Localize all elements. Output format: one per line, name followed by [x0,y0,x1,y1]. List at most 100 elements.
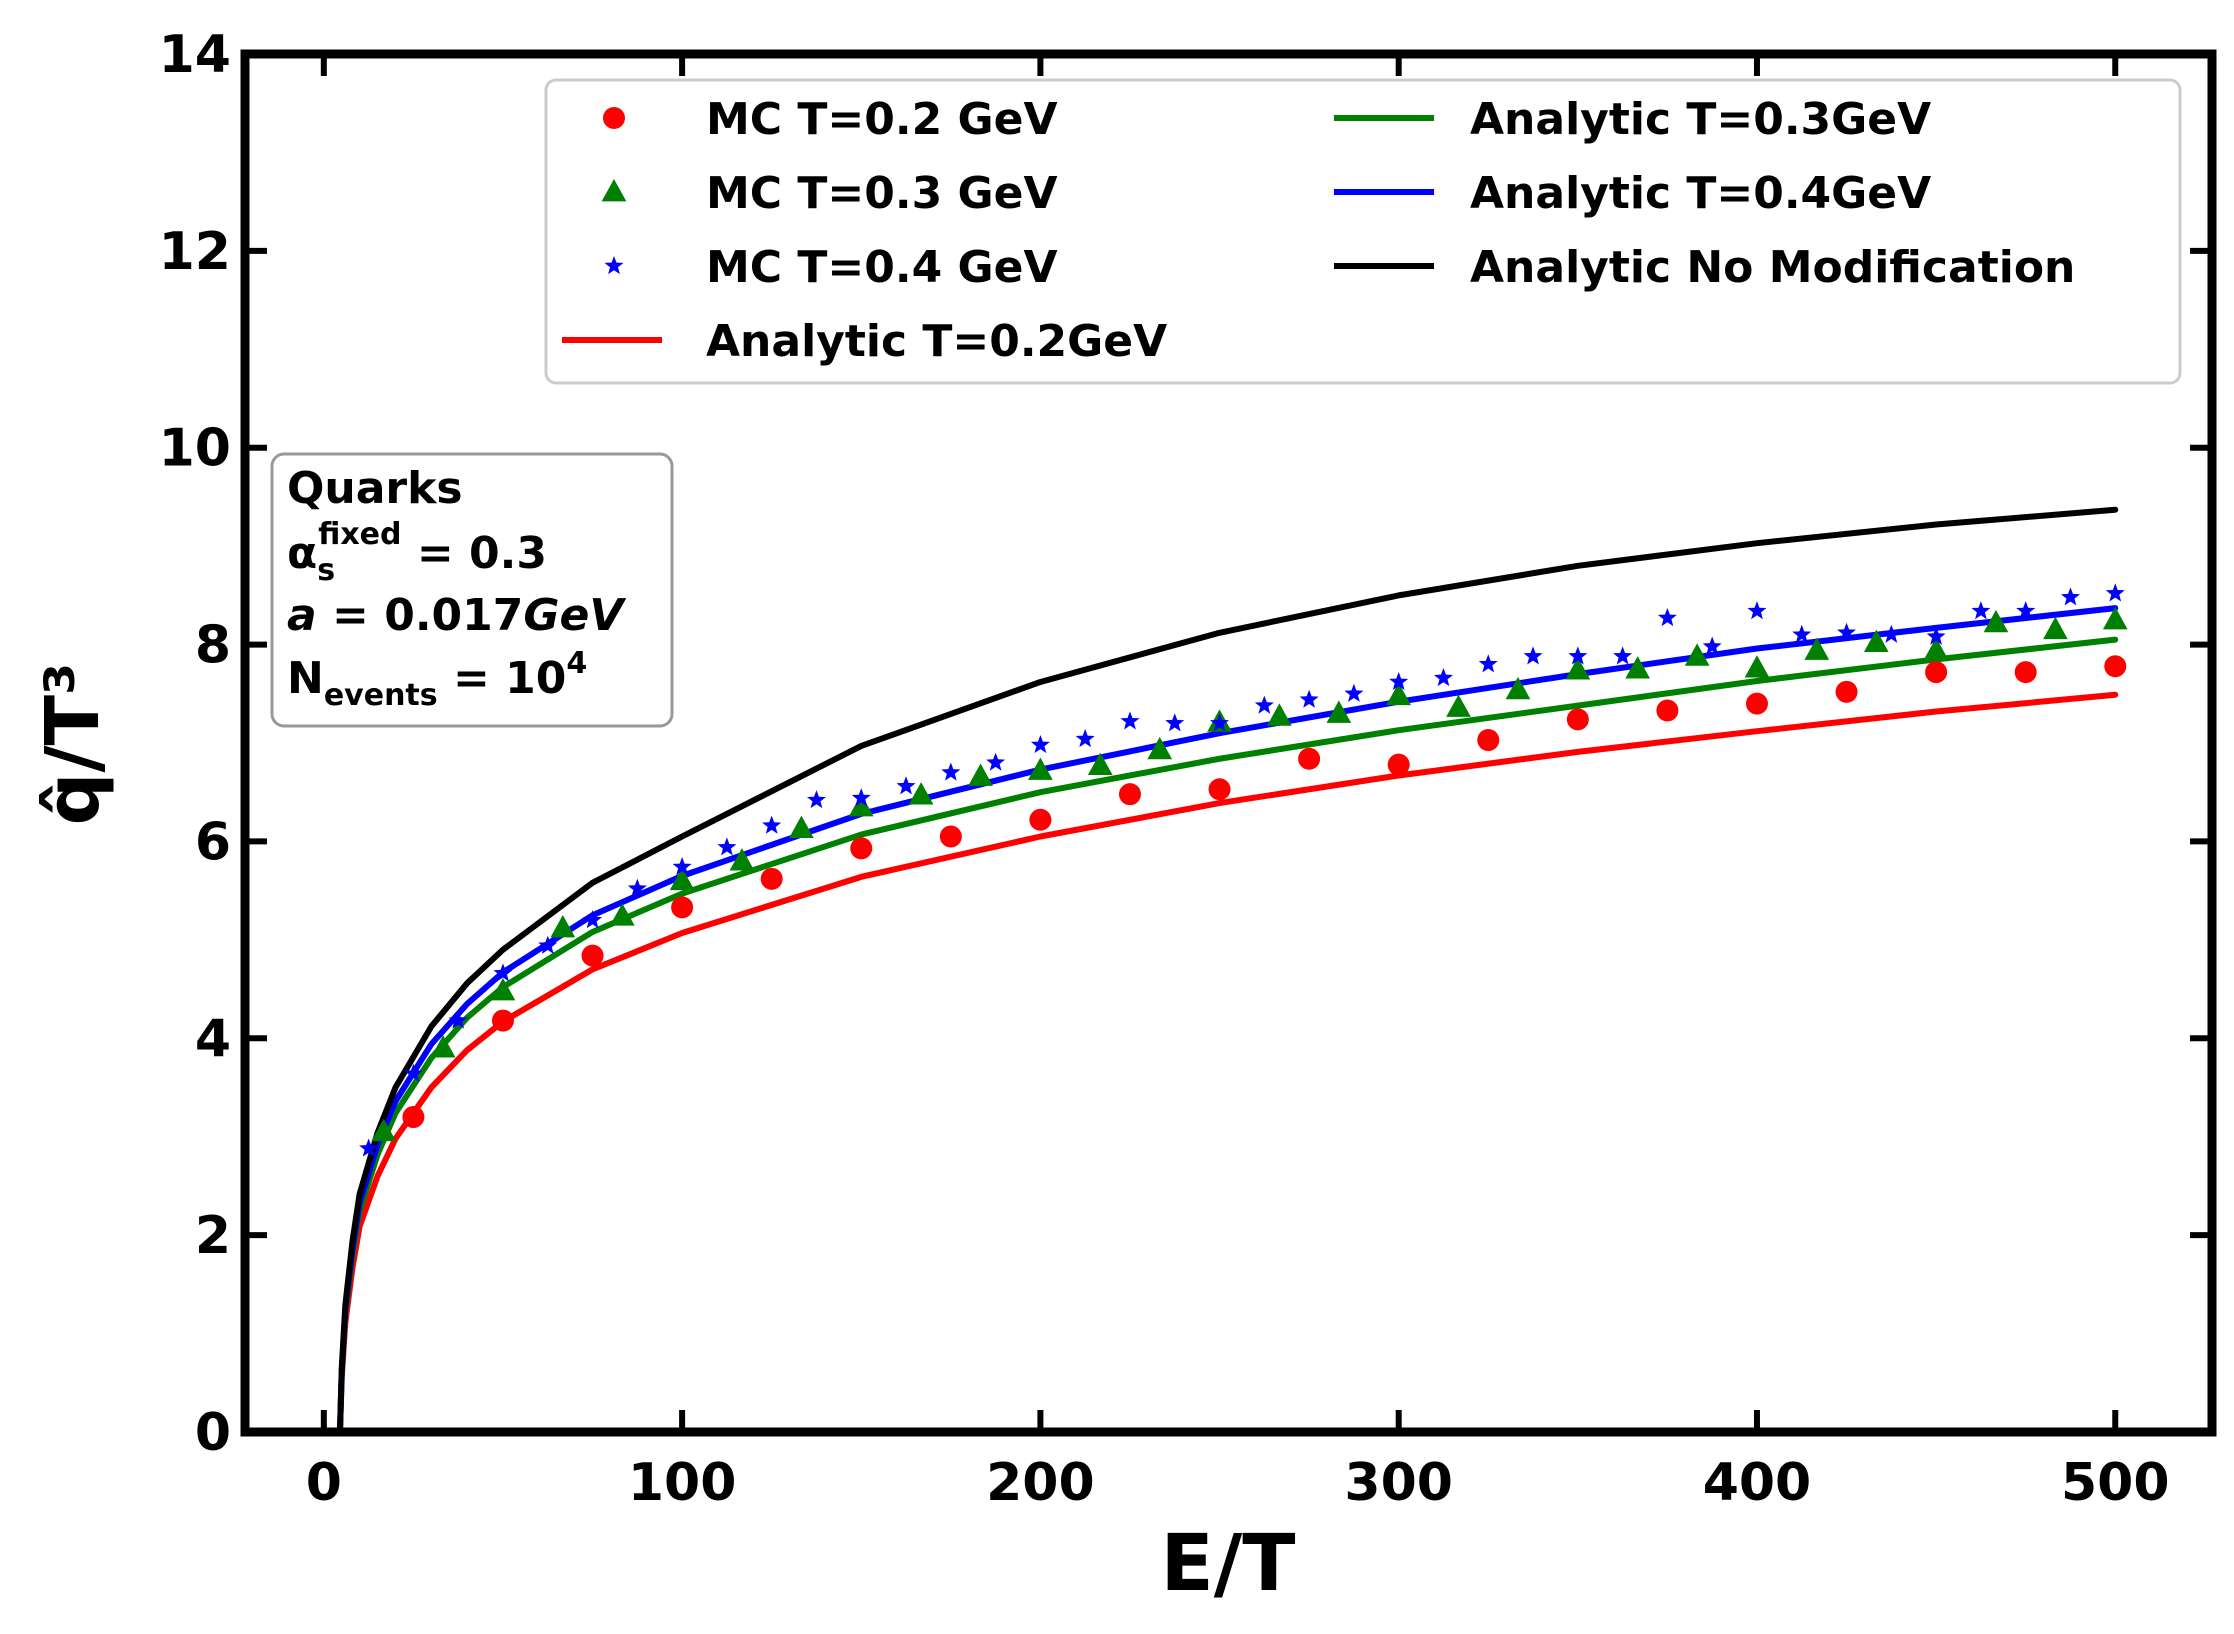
y-tick-label: 14 [159,25,231,85]
data-point-star [672,857,692,876]
legend-label: Analytic T=0.3GeV [1470,94,1931,145]
info-line-events: Nevents = 104 [287,646,587,713]
data-point-triangle [669,867,695,891]
legend-item-analytic-t-0-4gev: Analytic T=0.4GeV [1334,168,1931,219]
data-point-triangle [609,903,635,926]
legend-marker-swatch [603,107,625,129]
legend-item-mc-t-0-2-gev: MC T=0.2 GeV [603,94,1058,145]
data-point-circle [1566,708,1589,731]
info-box-frame [270,452,674,728]
data-point-circle [581,944,604,967]
data-point-circle [2014,661,2037,684]
data-point-triangle [1386,682,1412,706]
data-point-triangle [848,793,874,817]
data-point-star [1881,624,1901,643]
data-point-triangle [1028,757,1053,780]
legend-label: Analytic T=0.4GeV [1470,168,1931,219]
data-point-circle [1925,661,1948,684]
legend-item-analytic-t-0-3gev: Analytic T=0.3GeV [1334,94,1931,145]
data-point-circle [1208,778,1231,801]
data-point-star [538,935,558,954]
x-tick-label: 200 [986,1453,1095,1513]
info-line-a: a = 0.017GeV [287,590,626,641]
series-mc-t-0-2-gev [402,655,2127,1129]
data-point-circle [1477,729,1500,752]
data-point-triangle [2043,616,2068,640]
axis-tick-labels: 0 100 200 300 400 500 0 2 4 6 8 10 12 14 [159,25,2170,1513]
data-point-triangle [430,1035,456,1058]
y-tick-label: 4 [195,1009,231,1069]
data-point-star [1254,695,1274,714]
line-analytic-no-modification [336,506,2119,1435]
x-tick-label: 400 [1703,1453,1812,1513]
data-point-triangle [1565,657,1591,680]
data-point-star [851,788,871,807]
legend-frame [544,78,2182,385]
x-tick-label: 0 [306,1453,342,1513]
legend-item-analytic-t-0-2gev: Analytic T=0.2GeV [562,316,1167,367]
data-point-triangle [1923,637,1949,660]
data-point-triangle [789,815,814,838]
data-point-circle [1298,747,1321,770]
data-point-triangle [1983,609,2009,633]
data-point-star [1837,622,1857,641]
data-point-triangle [371,1118,397,1142]
data-point-circle [1656,699,1679,722]
axis-ticks [245,51,2212,1435]
x-tick-label: 500 [2061,1453,2170,1513]
data-point-triangle [908,782,934,805]
data-point-circle [671,896,694,919]
data-point-triangle [1087,752,1113,775]
data-point-triangle [2102,606,2128,630]
data-point-star [1792,624,1812,643]
legend-item-mc-t-0-4-gev: MC T=0.4 GeV [604,242,1058,293]
data-point-star [1120,711,1140,730]
data-point-star [717,837,737,856]
data-point-star [1389,671,1409,691]
data-point-triangle [1863,629,1889,652]
data-point-circle [1118,783,1141,806]
data-point-circle [850,837,873,860]
info-line-particle: Quarks [287,463,463,514]
data-point-triangle [1684,643,1710,666]
legend-item-analytic-no-modification: Analytic No Modification [1334,242,2075,293]
data-point-triangle [1147,736,1173,760]
plot-frame [240,49,2217,1437]
data-point-star [1747,601,1767,620]
data-point-star [403,1063,423,1082]
data-point-star [806,790,826,809]
data-point-triangle [1804,637,1830,660]
data-point-star [627,878,647,897]
data-point-star [1568,646,1588,665]
data-point-circle [402,1106,425,1129]
data-point-circle [491,1009,514,1032]
data-point-star [1926,626,1946,645]
data-point-star [1165,713,1185,732]
data-point-star [1702,636,1722,655]
data-point-triangle [1446,694,1471,717]
data-point-circle [1835,680,1858,703]
data-point-star [896,776,916,795]
data-point-star [986,752,1006,771]
y-tick-label: 6 [195,812,231,872]
legend-marker-swatch [604,256,624,275]
data-point-star [2016,601,2036,620]
data-point-circle [1387,753,1410,776]
data-point-star [1971,601,1991,620]
data-point-circle [939,825,962,848]
legend: MC T=0.2 GeV MC T=0.3 GeV MC T=0.4 GeV Anal… [544,78,2182,385]
series-mc-t-0-4-gev [359,583,2125,1157]
legend-marker-swatch [601,179,627,202]
data-point-triangle [968,763,993,786]
legend-label: Analytic T=0.2GeV [706,316,1167,367]
legend-label: Analytic No Modification [1470,242,2075,293]
data-point-star [1075,729,1095,748]
legend-label: MC T=0.2 GeV [706,94,1058,145]
y-tick-label: 10 [159,419,231,479]
data-point-triangle [1505,676,1531,700]
data-point-star [583,910,603,929]
data-point-triangle [550,915,576,938]
data-point-circle [1029,808,1052,831]
data-point-star [493,963,513,982]
data-point-star [1344,683,1364,702]
